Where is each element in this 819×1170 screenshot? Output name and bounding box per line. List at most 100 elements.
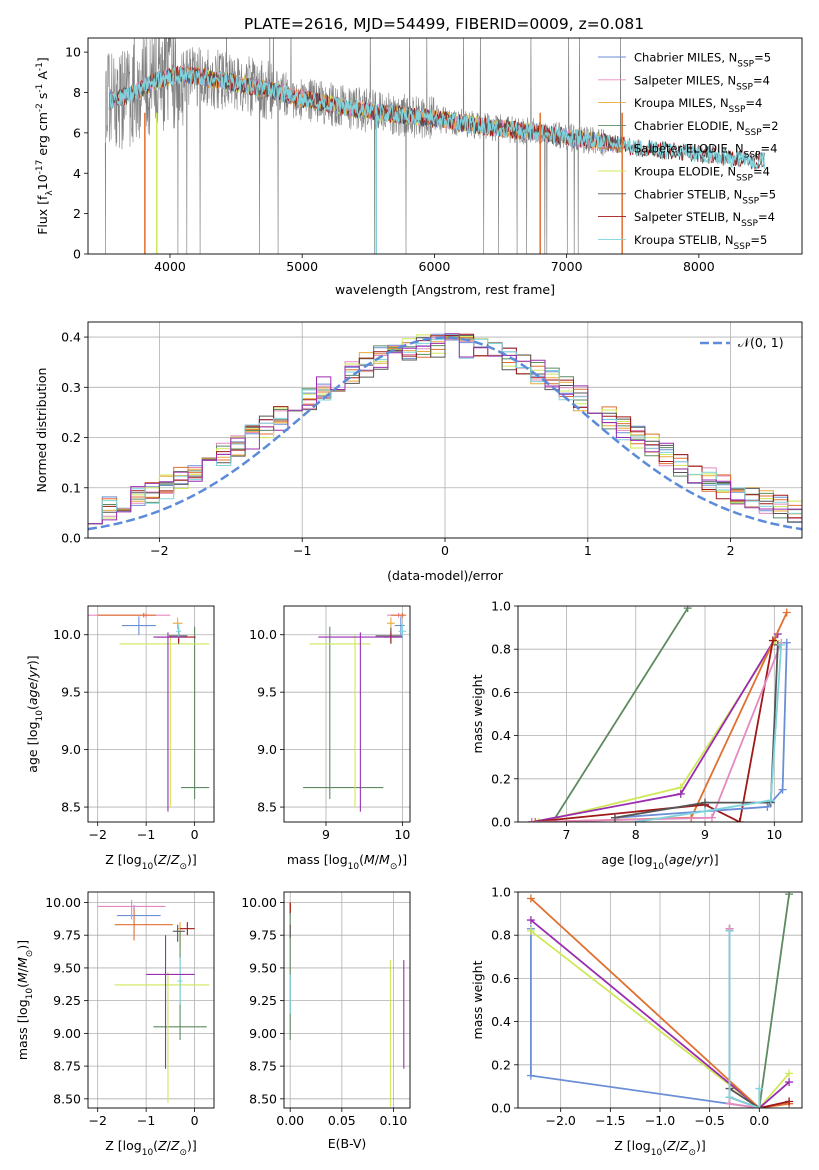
weight-marker	[683, 606, 692, 613]
y-tick-label: 9.5	[61, 685, 81, 700]
y-tick-label: 0.0	[491, 1101, 511, 1116]
y-tick-label: 10.00	[45, 895, 81, 910]
axes-frame	[517, 891, 803, 1109]
x-tick-label: 2	[727, 543, 735, 558]
y-tick-label: 0.3	[61, 380, 81, 395]
weight-marker	[527, 818, 536, 822]
x-axis-label: age [log10(age/yr)]	[601, 852, 718, 872]
x-tick-label: 0	[191, 827, 199, 842]
weight-line	[551, 607, 689, 822]
weight-marker	[782, 638, 791, 647]
weight-marker	[785, 1069, 794, 1078]
x-tick-label: 0.00	[276, 1113, 304, 1128]
y-tick-label: 6	[73, 125, 81, 140]
weight-marker	[763, 802, 772, 811]
y-axis-label: mass weight	[470, 960, 485, 1039]
y-axis-label: mass [log10(M/M⊙)]	[15, 940, 35, 1060]
plot-area	[88, 892, 214, 1108]
weight-marker	[531, 818, 540, 822]
weight-marker	[755, 1104, 764, 1108]
plot-area	[518, 606, 802, 822]
plot-area	[284, 606, 410, 822]
y-tick-label: 0.4	[491, 728, 511, 743]
y-tick-label: 10.00	[241, 895, 277, 910]
x-tick-label: 6000	[419, 259, 451, 274]
legend: Chabrier MILES, NSSP=5 Salpeter MILES, NS…	[598, 51, 779, 252]
y-tick-label: 0.6	[491, 685, 511, 700]
panel-mass-weight-vs-z: −2.0 −1.5 −1.0 −0.5 0.0 0.0 0.2 0.4 0.6 0.8 1.0 mas…	[470, 885, 803, 1158]
axes-frame	[87, 605, 215, 823]
x-axis-label: (data-model)/error	[387, 568, 504, 583]
y-tick-label: 0.4	[491, 1014, 511, 1029]
model-spectrum	[108, 66, 765, 171]
x-tick-label: 10	[766, 827, 782, 842]
y-tick-label: 8	[73, 85, 81, 100]
x-tick-label: −1	[293, 543, 311, 558]
y-tick-label: 9.50	[249, 960, 277, 975]
legend-entry: 𝒩(0, 1)	[738, 335, 784, 350]
panel-spectrum: 4000 5000 6000 7000 8000 0 2 4 6 8 10 wavelength [A…	[35, 37, 803, 297]
model-spectrum	[108, 67, 765, 170]
y-tick-label: 10.0	[53, 627, 81, 642]
weight-marker	[707, 813, 716, 822]
y-tick-label: 0.0	[61, 531, 81, 546]
weight-marker	[782, 608, 791, 617]
weight-marker	[766, 796, 775, 805]
weight-line	[758, 894, 790, 1108]
y-tick-label: 1.0	[491, 599, 511, 614]
y-tick-label: 9.00	[53, 1026, 81, 1041]
y-tick-label: 8.50	[249, 1091, 277, 1106]
y-tick-label: 2	[73, 206, 81, 221]
weight-marker	[785, 1078, 794, 1087]
y-tick-label: 9.25	[53, 993, 81, 1008]
plot-area	[88, 606, 214, 822]
axes-frame	[87, 37, 803, 255]
legend-entry: Chabrier STELIB, NSSP=5	[634, 187, 776, 206]
panel-age-vs-z: −2 −1 0 8.5 9.0 9.5 10.0 Z [log10(Z/Z⊙)] age [lo…	[25, 605, 215, 872]
weight-marker	[701, 807, 710, 816]
legend-entry: Salpeter MILES, NSSP=4	[634, 73, 770, 92]
weight-line	[614, 642, 788, 819]
x-tick-label: −1	[137, 827, 155, 842]
x-tick-label: −0.5	[694, 1113, 724, 1128]
legend-entry: Kroupa ELODIE, NSSP=4	[634, 165, 770, 184]
weight-marker	[526, 916, 535, 925]
x-tick-label: 8	[632, 827, 640, 842]
x-tick-label: −2	[150, 543, 168, 558]
weight-line	[530, 897, 790, 1108]
y-tick-label: 9.5	[257, 685, 277, 700]
weight-marker	[785, 1097, 794, 1106]
weight-line	[728, 928, 760, 1108]
plot-area	[284, 892, 410, 1108]
x-tick-label: 0	[191, 1113, 199, 1128]
x-axis-label: Z [log10(Z/Z⊙)]	[105, 1138, 197, 1158]
y-tick-label: 0.8	[491, 642, 511, 657]
weight-marker	[534, 818, 543, 822]
x-tick-label: 7	[563, 827, 571, 842]
x-tick-label: 0.10	[380, 1113, 408, 1128]
x-tick-label: 10	[394, 827, 410, 842]
y-tick-label: 0.0	[491, 815, 511, 830]
legend-entry: Kroupa MILES, NSSP=4	[634, 96, 762, 115]
x-tick-label: 7000	[551, 259, 583, 274]
weight-marker	[676, 789, 685, 798]
weight-marker	[725, 926, 734, 935]
y-tick-label: 0.1	[61, 480, 81, 495]
y-tick-label: 9.00	[249, 1026, 277, 1041]
y-tick-label: 10	[65, 45, 81, 60]
y-tick-label: 8.50	[53, 1091, 81, 1106]
histogram-series	[88, 333, 802, 525]
x-axis-label: mass [log10(M/M⊙)]	[287, 852, 407, 872]
legend-entry: Chabrier ELODIE, NSSP=2	[634, 119, 779, 138]
weight-line	[538, 640, 777, 822]
x-tick-label: 8000	[683, 259, 715, 274]
y-axis-label: Flux [fλ10-17 erg cm-2 s-1 A-1]	[35, 57, 55, 235]
legend-entry: Chabrier MILES, NSSP=5	[634, 51, 771, 70]
x-tick-label: 5000	[286, 259, 318, 274]
x-tick-label: 0.0	[749, 1113, 769, 1128]
y-axis-label: age [log10(age/yr)]	[25, 655, 45, 772]
plot-area	[518, 892, 802, 1108]
y-tick-label: 9.75	[249, 928, 277, 943]
weight-line	[728, 930, 760, 1108]
x-tick-label: −1.0	[645, 1113, 675, 1128]
